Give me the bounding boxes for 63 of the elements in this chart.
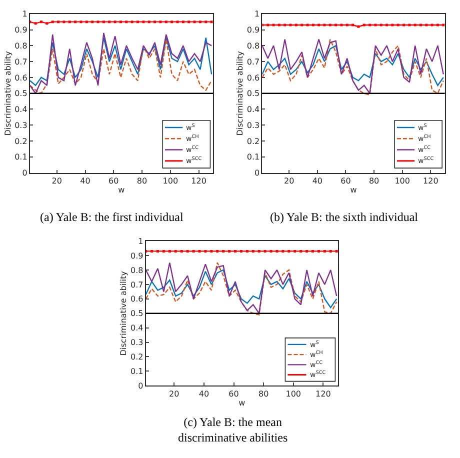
x-tick-label: 40 xyxy=(312,176,323,186)
y-tick-label: 0 xyxy=(254,168,260,178)
x-tick-label: 40 xyxy=(198,389,210,398)
y-tick-label: 0.4 xyxy=(130,324,144,333)
y-tick-label: 0.2 xyxy=(246,136,260,146)
y-tick-label: 0.9 xyxy=(246,26,260,35)
y-axis-title: Discriminative ability xyxy=(236,50,245,136)
y-tick-label: 0.1 xyxy=(14,152,28,162)
y-tick-label: 0.1 xyxy=(130,366,144,376)
y-tick-label: 1 xyxy=(138,236,144,246)
x-tick-label: 120 xyxy=(423,176,438,186)
y-axis-title: Discriminative ability xyxy=(3,50,12,136)
x-tick-label: 60 xyxy=(108,176,119,186)
y-tick-label: 0.5 xyxy=(246,89,260,98)
y-tick-label: 0.6 xyxy=(130,294,144,304)
y-tick-label: 0.1 xyxy=(246,152,260,162)
y-tick-label: 0.6 xyxy=(14,73,28,82)
x-tick-label: 80 xyxy=(368,176,380,186)
y-tick-label: 0.5 xyxy=(130,309,144,318)
x-tick-label: 100 xyxy=(286,389,302,398)
line-series xyxy=(262,45,444,86)
x-tick-label: 60 xyxy=(228,389,239,398)
y-tick-label: 0.7 xyxy=(246,57,260,66)
y-tick-label: 0.3 xyxy=(14,120,28,130)
x-tick-label: 120 xyxy=(191,176,206,186)
x-tick-label: 120 xyxy=(316,389,331,398)
y-tick-label: 0.3 xyxy=(246,120,260,130)
text: (c) Yale B: the mean discriminative abilities xyxy=(178,415,288,445)
x-axis-title: w xyxy=(350,186,358,195)
x-tick-label: 80 xyxy=(136,176,148,186)
x-axis-title: w xyxy=(118,186,126,195)
x-axis-title: w xyxy=(238,398,246,408)
text: (b) Yale B: the sixth individual xyxy=(270,210,419,224)
x-tick-label: 80 xyxy=(258,389,269,398)
line-series xyxy=(146,269,338,308)
y-tick-label: 0.9 xyxy=(130,251,144,260)
y-tick-label: 0.9 xyxy=(14,26,28,35)
x-tick-label: 100 xyxy=(394,176,410,186)
y-tick-label: 0.2 xyxy=(14,136,28,146)
y-tick-label: 0 xyxy=(138,381,144,390)
y-tick-label: 0.8 xyxy=(130,266,144,275)
x-tick-label: 20 xyxy=(52,176,62,186)
y-tick-label: 0.7 xyxy=(130,280,144,290)
y-tick-label: 0.2 xyxy=(130,352,144,362)
y-tick-label: 0.8 xyxy=(14,41,28,50)
x-tick-label: 100 xyxy=(162,176,178,186)
y-tick-label: 0.3 xyxy=(130,338,144,348)
y-tick-label: 0.4 xyxy=(14,105,28,114)
y-tick-label: 0 xyxy=(22,168,28,178)
y-tick-label: 1 xyxy=(22,10,28,19)
x-tick-label: 20 xyxy=(169,389,180,398)
y-axis-title: Discriminative ability xyxy=(119,270,128,356)
text: (a) Yale B: the first individual xyxy=(40,210,184,224)
x-tick-label: 60 xyxy=(340,176,351,186)
y-tick-label: 0.8 xyxy=(246,41,260,50)
x-tick-label: 20 xyxy=(284,176,294,186)
y-tick-label: 0.6 xyxy=(246,73,260,82)
y-tick-label: 1 xyxy=(254,10,260,19)
y-tick-label: 0.7 xyxy=(14,57,28,66)
x-tick-label: 40 xyxy=(80,176,90,186)
line-series xyxy=(30,37,212,86)
y-tick-label: 0.5 xyxy=(14,89,28,98)
y-tick-label: 0.4 xyxy=(246,105,260,114)
